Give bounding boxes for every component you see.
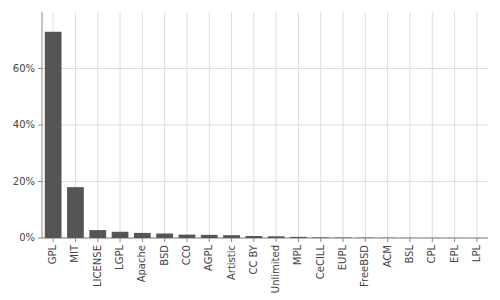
- x-tick-label: Unlimited: [270, 245, 281, 293]
- x-tick: [209, 238, 210, 242]
- x-tick-label: LGPL: [114, 245, 125, 270]
- chart-container: 0% 20% 40% 60% GPL MIT LICENSE LGPL Apache BSD CC0…: [0, 0, 500, 300]
- x-tick: [253, 238, 254, 242]
- bar: [335, 237, 352, 238]
- x-tick: [320, 238, 321, 242]
- x-tick-label: LPL: [471, 245, 482, 263]
- x-tick: [276, 238, 277, 242]
- bar: [67, 187, 84, 238]
- x-tick-label: BSL: [404, 245, 415, 264]
- bar: [89, 230, 106, 238]
- x-tick: [75, 238, 76, 242]
- x-grid-line: [476, 12, 477, 238]
- x-tick-label: CPL: [426, 245, 437, 264]
- x-tick: [476, 238, 477, 242]
- x-tick-label: Artistic: [226, 245, 237, 280]
- grid: [42, 12, 488, 238]
- x-grid-line: [320, 12, 321, 238]
- bar: [402, 237, 419, 238]
- y-grid-line: [42, 238, 488, 239]
- x-tick-label: MIT: [69, 244, 80, 263]
- x-grid-line: [186, 12, 187, 238]
- y-tick: [38, 125, 42, 126]
- y-grid-line: [42, 68, 488, 69]
- bar: [156, 233, 173, 238]
- x-grid-line: [164, 12, 165, 238]
- x-grid-line: [298, 12, 299, 238]
- bar: [424, 237, 441, 238]
- x-grid-line: [454, 12, 455, 238]
- x-tick: [164, 238, 165, 242]
- x-tick: [387, 238, 388, 242]
- bar: [357, 237, 374, 238]
- x-tick: [454, 238, 455, 242]
- y-tick: [38, 181, 42, 182]
- x-grid-line: [120, 12, 121, 238]
- x-tick-label: AGPL: [203, 245, 214, 271]
- x-tick: [432, 238, 433, 242]
- x-tick-label: CC0: [181, 245, 192, 265]
- x-grid-line: [209, 12, 210, 238]
- x-tick: [186, 238, 187, 242]
- bar: [268, 236, 285, 238]
- bar: [446, 237, 463, 238]
- x-grid-line: [231, 12, 232, 238]
- x-tick-label: EUPL: [337, 245, 348, 271]
- x-tick: [298, 238, 299, 242]
- y-tick-label: 0%: [19, 232, 35, 243]
- y-tick-label: 20%: [13, 176, 35, 187]
- x-tick: [365, 238, 366, 242]
- x-tick: [343, 238, 344, 242]
- x-tick-label: Apache: [136, 245, 147, 282]
- x-grid-line: [253, 12, 254, 238]
- chart-svg: 0% 20% 40% 60% GPL MIT LICENSE LGPL Apache BSD CC0…: [0, 0, 500, 300]
- bar: [290, 237, 307, 238]
- x-tick: [53, 238, 54, 242]
- x-tick-label: GPL: [47, 245, 58, 265]
- x-tick-label: CC BY: [248, 244, 259, 274]
- bar: [45, 32, 62, 238]
- x-grid-line: [343, 12, 344, 238]
- y-tick: [38, 68, 42, 69]
- bars: [45, 32, 485, 238]
- y-axis-line: [42, 12, 43, 238]
- bar: [245, 236, 262, 238]
- bar: [468, 237, 485, 238]
- x-grid-line: [97, 12, 98, 238]
- x-tick: [231, 238, 232, 242]
- x-tick: [409, 238, 410, 242]
- x-tick-label: LICENSE: [92, 245, 103, 287]
- x-tick-label: FreeBSD: [359, 245, 370, 287]
- y-grid-line: [42, 181, 488, 182]
- x-tick: [97, 238, 98, 242]
- bar: [134, 233, 151, 238]
- bar: [112, 232, 129, 238]
- y-tick-label: 40%: [13, 119, 35, 130]
- x-tick: [142, 238, 143, 242]
- x-grid-line: [387, 12, 388, 238]
- x-grid-line: [276, 12, 277, 238]
- x-tick-label: CeCILL: [315, 245, 326, 280]
- y-tick-label: 60%: [13, 63, 35, 74]
- bar: [312, 237, 329, 238]
- y-tick: [38, 238, 42, 239]
- x-grid-line: [142, 12, 143, 238]
- bar: [201, 235, 218, 238]
- x-tick-label: MPL: [292, 245, 303, 266]
- x-tick: [120, 238, 121, 242]
- x-axis-line: [42, 238, 488, 239]
- y-grid-line: [42, 125, 488, 126]
- x-tick-label: BSD: [159, 245, 170, 266]
- x-grid-line: [432, 12, 433, 238]
- x-tick-label: EPL: [449, 245, 460, 263]
- x-grid-line: [365, 12, 366, 238]
- bar: [179, 235, 196, 238]
- x-tick-label: ACM: [382, 245, 393, 267]
- axes: 0% 20% 40% 60% GPL MIT LICENSE LGPL Apache BSD CC0…: [13, 12, 488, 293]
- x-grid-line: [409, 12, 410, 238]
- bar: [223, 235, 240, 238]
- bar: [379, 237, 396, 238]
